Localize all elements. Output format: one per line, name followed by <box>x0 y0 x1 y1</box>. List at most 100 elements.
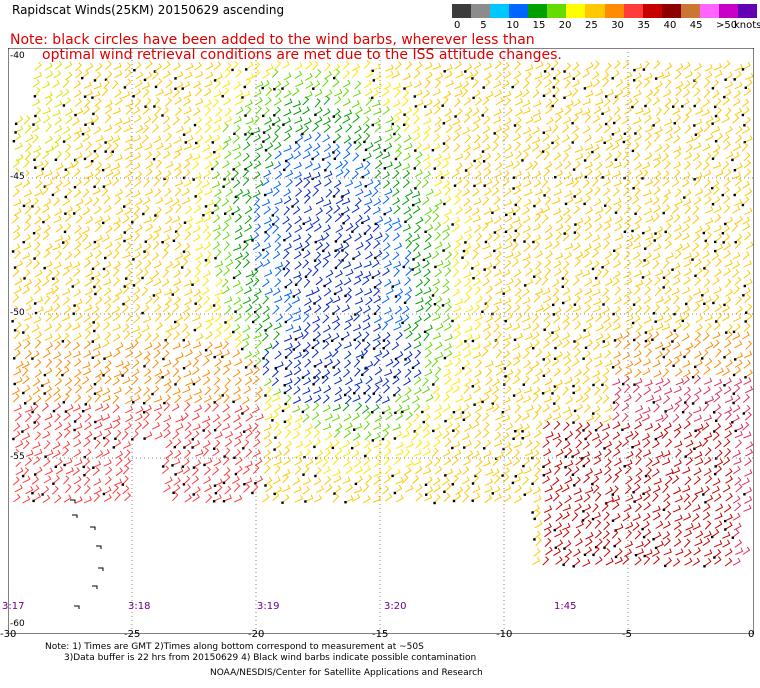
wind-barb <box>474 369 482 378</box>
quality-flag-dot <box>104 141 107 144</box>
quality-flag-dot <box>631 321 635 325</box>
wind-barb <box>163 422 171 432</box>
wind-barb <box>233 81 242 90</box>
wind-barb <box>292 477 301 486</box>
wind-barb <box>74 394 82 404</box>
wind-barb <box>312 216 320 225</box>
wind-barb <box>335 169 344 178</box>
wind-barb <box>215 277 223 287</box>
quality-flag-dot <box>542 374 546 377</box>
wind-barb <box>195 333 204 342</box>
quality-flag-dot <box>513 338 517 341</box>
wind-barb <box>242 259 251 268</box>
wind-barb <box>125 349 133 359</box>
wind-barb <box>224 69 232 79</box>
wind-barb <box>265 483 273 493</box>
wind-barb <box>34 241 41 251</box>
wind-barb <box>212 241 221 250</box>
wind-barb <box>744 231 752 241</box>
wind-barb <box>55 458 63 467</box>
wind-barb <box>165 331 172 341</box>
wind-barb <box>193 204 202 214</box>
wind-barb <box>222 79 231 88</box>
wind-barb <box>483 207 492 215</box>
wind-barb <box>523 375 530 385</box>
lat-lon-grid <box>8 48 754 634</box>
wind-barb <box>172 430 180 440</box>
wind-barb <box>472 207 480 216</box>
wind-barb <box>642 520 650 530</box>
wind-barb <box>724 348 732 358</box>
wind-barb <box>14 260 23 268</box>
wind-barb <box>604 359 613 368</box>
wind-barb <box>74 376 81 387</box>
wind-barb <box>393 267 400 278</box>
wind-barb <box>553 367 561 377</box>
wind-barb <box>572 114 579 124</box>
wind-barb <box>564 357 572 366</box>
wind-barb <box>364 198 373 206</box>
wind-barb <box>554 379 563 387</box>
wind-barb <box>533 457 541 467</box>
wind-barb <box>663 269 672 279</box>
wind-barb <box>223 474 231 484</box>
wind-barb <box>664 133 673 142</box>
wind-barb <box>13 330 21 340</box>
wind-barb <box>602 77 610 87</box>
wind-barb <box>414 423 422 432</box>
wind-barb <box>744 411 752 421</box>
wind-barb <box>484 72 492 81</box>
quality-flag-dot <box>732 373 736 377</box>
wind-barb <box>403 448 411 459</box>
wind-barb <box>74 496 83 504</box>
wind-barb <box>403 134 412 143</box>
wind-barb <box>102 162 111 171</box>
wind-barb <box>32 98 41 107</box>
wind-barb <box>641 432 650 441</box>
wind-barb <box>553 394 561 404</box>
wind-barb <box>371 188 379 198</box>
wind-barb <box>723 60 731 70</box>
wind-barb <box>694 451 703 459</box>
wind-barb <box>334 96 342 105</box>
wind-barb <box>495 161 503 171</box>
wind-barb <box>435 351 444 360</box>
wind-barb <box>595 88 604 97</box>
wind-barb <box>182 466 191 475</box>
wind-barb <box>592 484 600 494</box>
wind-barb <box>25 258 33 268</box>
wind-barb <box>573 385 582 394</box>
quality-flag-dot <box>91 96 94 99</box>
quality-flag-dot <box>425 493 428 496</box>
wind-barb <box>613 393 621 403</box>
quality-flag-dot <box>741 68 745 71</box>
wind-barb <box>241 405 250 414</box>
quality-flag-dot <box>563 96 566 99</box>
wind-barb <box>482 459 491 467</box>
quality-flag-dot <box>143 411 146 414</box>
wind-barb <box>164 187 172 197</box>
wind-barb <box>303 377 312 386</box>
wind-barb <box>12 430 21 440</box>
wind-barb <box>634 124 643 134</box>
quality-flag-dot <box>125 277 128 280</box>
wind-barb <box>155 142 164 151</box>
quality-flag-dot <box>93 285 96 289</box>
quality-flag-dot <box>302 222 305 225</box>
wind-barb <box>245 270 254 278</box>
wind-barb <box>92 196 100 206</box>
wind-barb <box>645 89 654 98</box>
wind-barb <box>103 79 110 89</box>
note-line-1: Note: black circles have been added to t… <box>10 32 535 48</box>
wind-barb <box>643 189 652 197</box>
wind-barb <box>691 493 699 503</box>
wind-barb <box>725 468 733 477</box>
wind-barb <box>724 377 732 386</box>
quality-flag-dot <box>191 283 194 286</box>
wind-barb <box>715 348 722 358</box>
quality-flag-dot <box>522 464 525 468</box>
quality-flag-dot <box>211 167 214 171</box>
legend-label: 30 <box>611 20 624 31</box>
wind-barb <box>572 242 581 251</box>
wind-barb <box>241 189 251 197</box>
